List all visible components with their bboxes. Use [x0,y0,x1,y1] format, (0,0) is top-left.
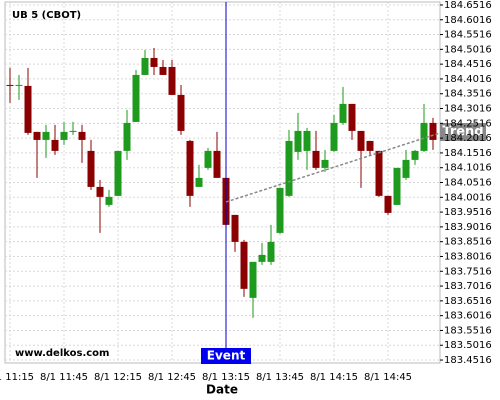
candle-body [249,261,257,298]
x-tick-label: 8/1 14:15 [310,372,358,383]
candle-body [348,103,356,131]
y-tick-label: 183.8516 [444,237,492,248]
candle-body [339,103,347,123]
candle-body [168,66,176,95]
candle-body [33,131,41,140]
chart-title: UB 5 (CBOT) [12,10,81,21]
x-tick-label: 8/1 12:45 [148,372,196,383]
x-tick-label: 8/1 11:45 [40,372,88,383]
y-tick-label: 183.4516 [444,355,492,366]
candle-body [15,84,23,86]
candle-body [60,131,68,140]
y-tick-label: 184.2516 [444,118,492,129]
candle-body [96,186,104,197]
candle-body [150,57,158,67]
candle-body [132,74,140,122]
candle-body [24,85,32,133]
candle-body [393,167,401,205]
y-tick-label: 184.3016 [444,104,492,115]
x-tick-label: 8/1 13:15 [202,372,250,383]
candle-body [231,214,239,242]
candle-body [141,57,149,75]
candle-body [258,254,266,262]
candle-body [159,66,167,75]
y-tick-label: 183.6516 [444,296,492,307]
candle-body [312,150,320,168]
candle-body [123,122,131,151]
y-tick-label: 184.0516 [444,178,492,189]
event-label: Event [207,349,246,363]
y-tick-label: 183.6016 [444,311,492,322]
x-tick-label: 8/1 14:45 [364,372,412,383]
y-tick-label: 184.1516 [444,148,492,159]
candle-body [69,130,77,132]
candle-body [375,150,383,196]
candle-body [411,150,419,160]
candle-body [357,130,365,151]
trend-label: Trend [442,125,483,140]
candle-body [294,130,302,152]
candle-body [186,140,194,196]
candle-body [177,94,185,131]
watermark: www.delkos.com [15,348,109,359]
y-tick-label: 183.8016 [444,251,492,262]
y-tick-label: 184.6016 [444,15,492,26]
y-tick-label: 184.3516 [444,89,492,100]
candle-body [51,139,59,151]
candle-body [204,150,212,168]
trend-box [440,123,486,141]
candle-body [321,159,329,168]
candle-body [303,130,311,151]
candle-body [276,187,284,233]
y-tick-label: 184.5016 [444,44,492,55]
candle-body [114,150,122,196]
event-box [201,348,251,364]
y-tick-label: 183.5516 [444,325,492,336]
candle-body [240,241,248,289]
candle-body [195,177,203,187]
x-tick-label: 8/1 13:45 [256,372,304,383]
y-tick-label: 184.5516 [444,30,492,41]
trend-line [225,132,441,203]
x-axis-label: Date [206,383,238,397]
y-tick-label: 183.5016 [444,340,492,351]
candle-body [213,150,221,178]
y-tick-label: 183.7016 [444,281,492,292]
candle-body [87,150,95,187]
candle-body [285,140,293,196]
y-tick-label: 183.9016 [444,222,492,233]
candle-body [330,122,338,151]
y-tick-label: 184.6516 [444,0,492,11]
candle-body [105,196,113,205]
candle-body [420,122,428,151]
y-tick-label: 183.7516 [444,266,492,277]
candle-body [78,131,86,140]
y-tick-label: 184.4516 [444,59,492,70]
x-tick-label: 8/1 12:15 [94,372,142,383]
candle-body [366,140,374,151]
candle-body [267,241,275,262]
candle-body [384,195,392,213]
y-tick-label: 184.2016 [444,133,492,144]
candle-body [42,131,50,140]
x-tick-label: 8/1 11:15 [0,372,34,383]
y-tick-label: 184.4016 [444,74,492,85]
y-tick-label: 184.1016 [444,163,492,174]
candle-body [6,84,14,86]
candle-body [429,122,437,140]
y-tick-label: 183.9516 [444,207,492,218]
y-tick-label: 184.0016 [444,192,492,203]
candle-body [402,159,410,178]
